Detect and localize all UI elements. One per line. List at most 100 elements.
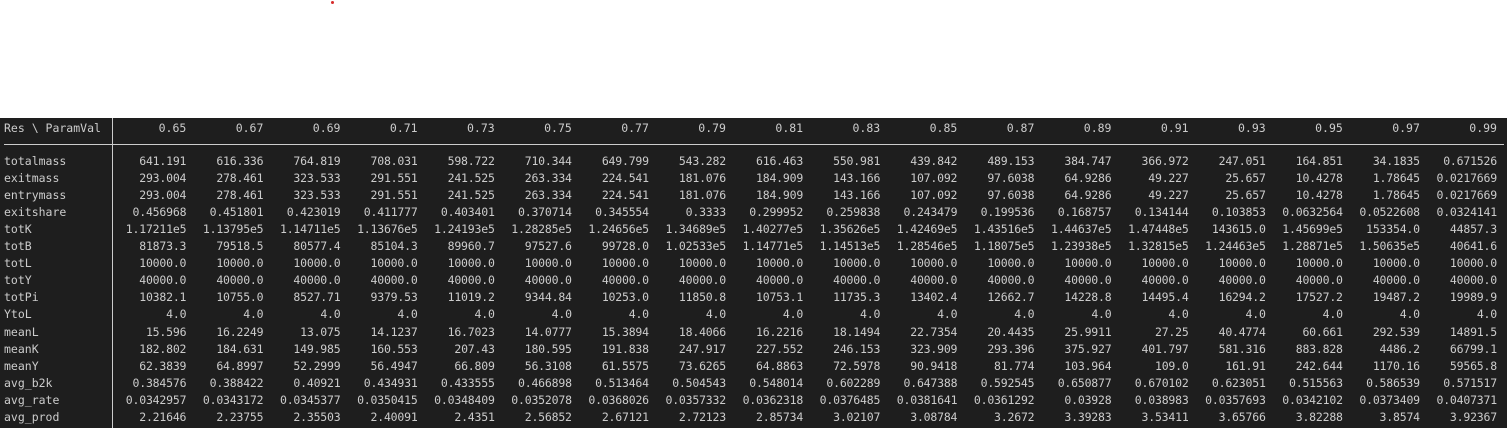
column-header: 0.79 — [698, 121, 726, 135]
table-cell: 10000.0 — [1295, 256, 1343, 271]
table-cell: 9379.53 — [370, 290, 418, 305]
table-cell: 3.53411 — [1141, 410, 1189, 424]
table-cell: 0.592545 — [980, 375, 1035, 390]
table-cell: 44857.3 — [1449, 221, 1497, 236]
table-cell: 10.4278 — [1295, 187, 1343, 202]
table-cell: 3.02107 — [833, 410, 881, 424]
table-cell: 0.504543 — [672, 375, 726, 390]
table-cell: 16.2216 — [756, 324, 804, 339]
row-label: entrymass — [4, 187, 67, 202]
table-cell: 0.243479 — [903, 204, 958, 219]
table-cell: 278.461 — [216, 187, 264, 202]
table-row: totL 10000.0 10000.0 10000.0 10000.0 10000.0 1… — [0, 255, 1507, 272]
horizontal-separator — [4, 144, 1504, 145]
column-header: 0.75 — [544, 121, 572, 135]
table-cell: 40000.0 — [216, 273, 264, 288]
table-cell: 10000.0 — [833, 256, 881, 271]
table-cell: 1.13676e5 — [357, 221, 418, 236]
table-cell: 62.3839 — [139, 358, 187, 373]
table-cell: 247.051 — [1218, 153, 1266, 168]
table-cell: 4.0 — [1168, 307, 1189, 322]
table-cell: 2.40091 — [370, 410, 418, 424]
table-cell: 0.548014 — [749, 375, 804, 390]
table-cell: 0.0362318 — [742, 392, 804, 407]
table-cell: 13.075 — [300, 324, 341, 339]
table-cell: 323.533 — [293, 170, 341, 185]
table-cell: 0.168757 — [1057, 204, 1112, 219]
table-cell: 4.0 — [1399, 307, 1420, 322]
table-cell: 143.166 — [833, 187, 881, 202]
table-cell: 10000.0 — [1449, 256, 1497, 271]
table-cell: 0.3333 — [685, 204, 727, 219]
table-cell: 263.334 — [524, 170, 572, 185]
table-cell: 81873.3 — [139, 239, 187, 253]
table-cell: 1.45699e5 — [1282, 221, 1343, 236]
table-row: exitmass 293.004 278.461 323.533 291.551 241.… — [0, 170, 1507, 187]
table-cell: 0.650877 — [1057, 375, 1112, 390]
table-cell: 10000.0 — [910, 256, 958, 271]
table-cell: 64.9286 — [1064, 187, 1112, 202]
table-cell: 40.4774 — [1218, 324, 1266, 339]
table-cell: 1.78645 — [1372, 187, 1420, 202]
table-cell: 2.67121 — [601, 410, 649, 424]
table-cell: 0.403401 — [440, 204, 495, 219]
table-cell: 224.541 — [601, 187, 649, 202]
table-cell: 14.1237 — [370, 324, 418, 339]
table-row: meanY 62.3839 64.8997 52.2999 56.4947 66.809 5… — [0, 358, 1507, 375]
table-cell: 0.259838 — [826, 204, 881, 219]
column-header: 0.83 — [852, 121, 881, 135]
table-cell: 0.0368026 — [588, 392, 649, 407]
table-cell: 291.551 — [370, 170, 418, 185]
table-cell: 191.838 — [601, 341, 649, 356]
table-cell: 40000.0 — [910, 273, 958, 288]
row-label: avg_b2k — [4, 375, 53, 390]
table-cell: 3.65766 — [1218, 410, 1266, 424]
table-cell: 34.1835 — [1372, 153, 1420, 168]
table-cell: 64.9286 — [1064, 170, 1112, 185]
table-cell: 323.909 — [910, 341, 958, 356]
table-cell: 49.227 — [1148, 187, 1189, 202]
table-cell: 161.91 — [1225, 358, 1266, 373]
table-cell: 1.28285e5 — [511, 221, 572, 236]
table-cell: 59565.8 — [1449, 358, 1497, 373]
table-cell: 224.541 — [601, 170, 649, 185]
table-cell: 25.9911 — [1064, 324, 1112, 339]
table-cell: 10.4278 — [1295, 170, 1343, 185]
table-cell: 40000.0 — [756, 273, 804, 288]
table-cell: 0.0342102 — [1282, 392, 1343, 407]
table-cell: 1.32815e5 — [1128, 239, 1189, 253]
cursor-marker — [331, 1, 334, 4]
row-label: totY — [4, 273, 32, 288]
table-cell: 14891.5 — [1449, 324, 1497, 339]
table-cell: 598.722 — [447, 153, 495, 168]
table-cell: 0.0361292 — [973, 392, 1035, 407]
table-cell: 2.4351 — [454, 410, 495, 424]
table-cell: 14228.8 — [1064, 290, 1112, 305]
table-cell: 10253.0 — [601, 290, 649, 305]
row-label: meanY — [4, 358, 39, 373]
table-cell: 97.6038 — [987, 187, 1035, 202]
row-label: totK — [4, 221, 32, 236]
table-cell: 0.0345377 — [279, 392, 341, 407]
table-cell: 764.819 — [293, 153, 341, 168]
table-cell: 40000.0 — [1218, 273, 1266, 288]
table-cell: 90.9418 — [910, 358, 958, 373]
table-cell: 1.02533e5 — [665, 239, 726, 253]
table-cell: 3.2672 — [994, 410, 1035, 424]
table-cell: 10000.0 — [1218, 256, 1266, 271]
table-cell: 103.964 — [1064, 358, 1112, 373]
table-cell: 160.553 — [370, 341, 418, 356]
row-label: YtoL — [4, 307, 32, 322]
table-cell: 22.7354 — [910, 324, 958, 339]
table-cell: 10000.0 — [1372, 256, 1420, 271]
table-cell: 401.797 — [1141, 341, 1189, 356]
table-cell: 241.525 — [447, 187, 495, 202]
table-cell: 4.0 — [1245, 307, 1266, 322]
table-cell: 0.388422 — [209, 375, 264, 390]
table-cell: 61.5575 — [601, 358, 649, 373]
table-cell: 0.433555 — [440, 375, 495, 390]
table-cell: 366.972 — [1141, 153, 1189, 168]
table-cell: 56.3108 — [524, 358, 572, 373]
table-cell: 10000.0 — [216, 256, 264, 271]
column-header: 0.77 — [621, 121, 649, 135]
